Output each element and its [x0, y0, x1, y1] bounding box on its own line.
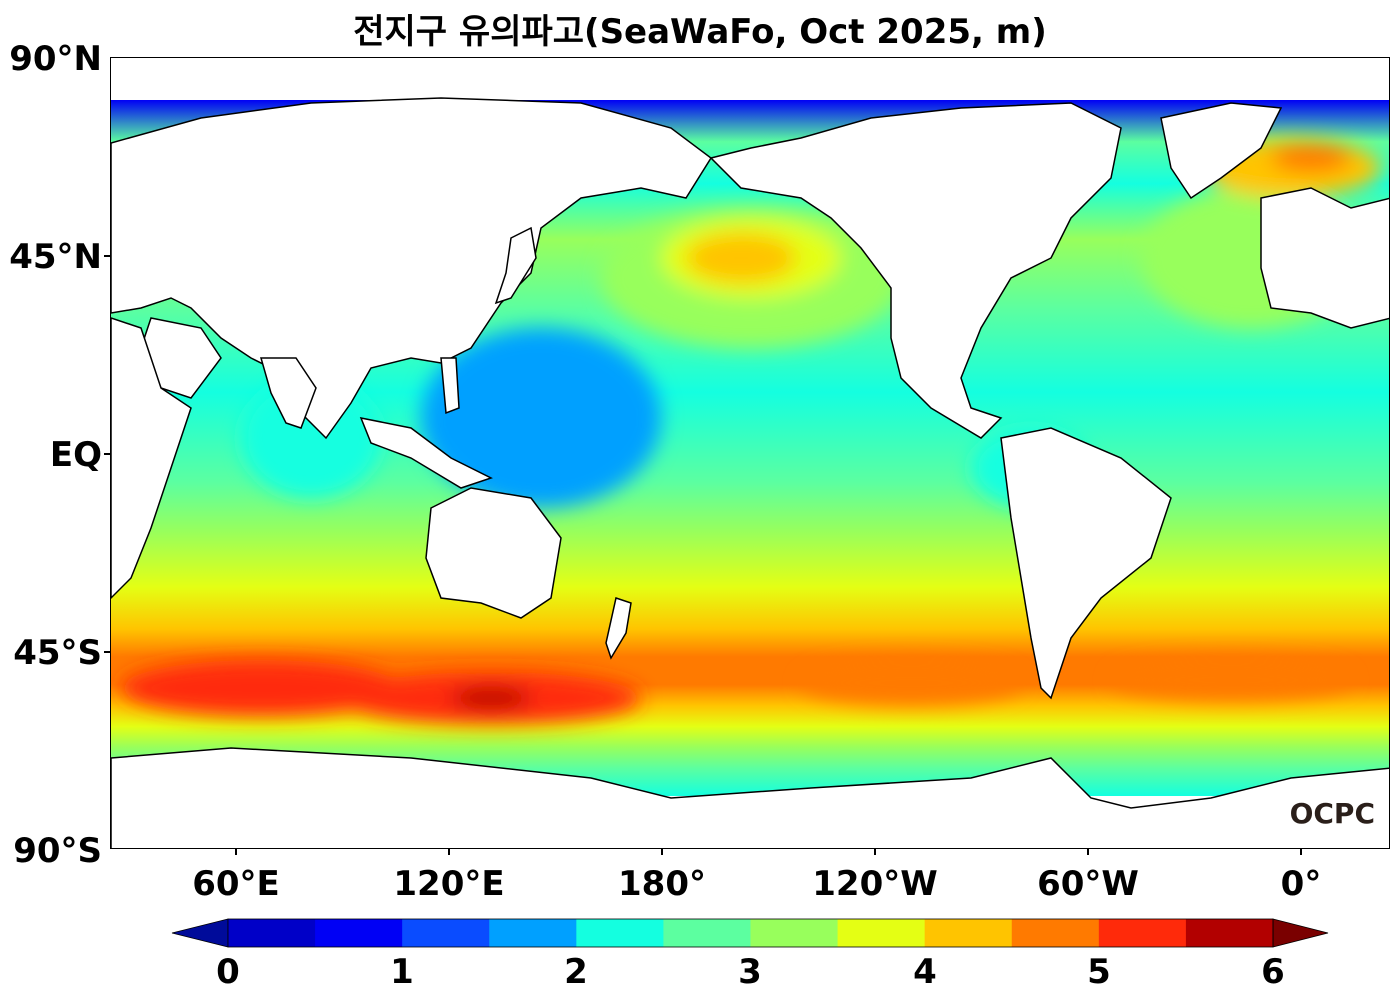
y-tick-label: 90°N: [9, 39, 102, 79]
map-panel: OCPC: [110, 57, 1390, 849]
colorbar-cell: [1011, 919, 1100, 947]
y-tick-label: 45°N: [9, 237, 102, 277]
colorbar-label: 2: [564, 952, 588, 992]
colorbar-cell: [228, 919, 316, 947]
philippines: [440, 357, 460, 415]
x-tick-label: 120°E: [393, 864, 505, 904]
map-title: 전지구 유의파고(SeaWaFo, Oct 2025, m): [353, 12, 1047, 52]
y-tick-label: 45°S: [13, 633, 102, 673]
x-tick-label: 120°W: [812, 864, 938, 904]
colorbar: [171, 918, 1329, 948]
africa: [111, 317, 192, 600]
europe: [1260, 187, 1389, 329]
colorbar-cell: [750, 919, 839, 947]
landmasses: [111, 97, 1389, 848]
x-tick-mark: [1300, 849, 1302, 855]
india: [260, 357, 317, 429]
x-tick-mark: [235, 849, 237, 855]
x-tick-label: 60°E: [192, 864, 280, 904]
x-tick-mark: [1087, 849, 1089, 855]
x-tick-label: 180°: [618, 864, 706, 904]
x-tick-mark: [448, 849, 450, 855]
colorbar-label: 3: [738, 952, 762, 992]
colorbar-cell: [924, 919, 1013, 947]
ocpc-logo: OCPC: [1289, 797, 1375, 830]
antarctica: [111, 747, 1389, 848]
colorbar-cell: [489, 919, 577, 947]
colorbar-cell: [315, 919, 403, 947]
x-tick-mark: [661, 849, 663, 855]
australia: [425, 487, 562, 619]
new-zealand: [605, 597, 632, 660]
colorbar-border: [227, 918, 1274, 948]
colorbar-label: 6: [1261, 952, 1285, 992]
colorbar-label: 0: [216, 952, 240, 992]
colorbar-label: 5: [1087, 952, 1111, 992]
x-tick-mark: [874, 849, 876, 855]
y-tick-mark: [104, 651, 110, 653]
y-tick-label: 90°S: [13, 831, 102, 871]
wave-height-map: [111, 58, 1389, 848]
colorbar-cell: [1098, 919, 1187, 947]
y-tick-label: EQ: [49, 435, 102, 475]
colorbar-cell: [402, 919, 490, 947]
japan: [494, 226, 537, 305]
indonesia: [359, 416, 493, 489]
greenland: [1160, 102, 1283, 200]
colorbar-cell: [663, 919, 751, 947]
colorbar-cells: [171, 918, 1329, 948]
colorbar-extend-low: [171, 918, 229, 948]
north-america: [709, 102, 1122, 439]
x-tick-label: 0°: [1280, 864, 1322, 904]
colorbar-cell: [837, 919, 926, 947]
south-america: [1000, 427, 1172, 700]
colorbar-cell: [1185, 919, 1274, 947]
colorbar-label: 1: [390, 952, 414, 992]
y-tick-mark: [104, 255, 110, 257]
x-tick-label: 60°W: [1037, 864, 1139, 904]
y-tick-mark: [104, 453, 110, 455]
eurasia: [111, 97, 713, 440]
colorbar-extend-high: [1272, 918, 1329, 948]
colorbar-label: 4: [913, 952, 937, 992]
colorbar-cell: [576, 919, 664, 947]
